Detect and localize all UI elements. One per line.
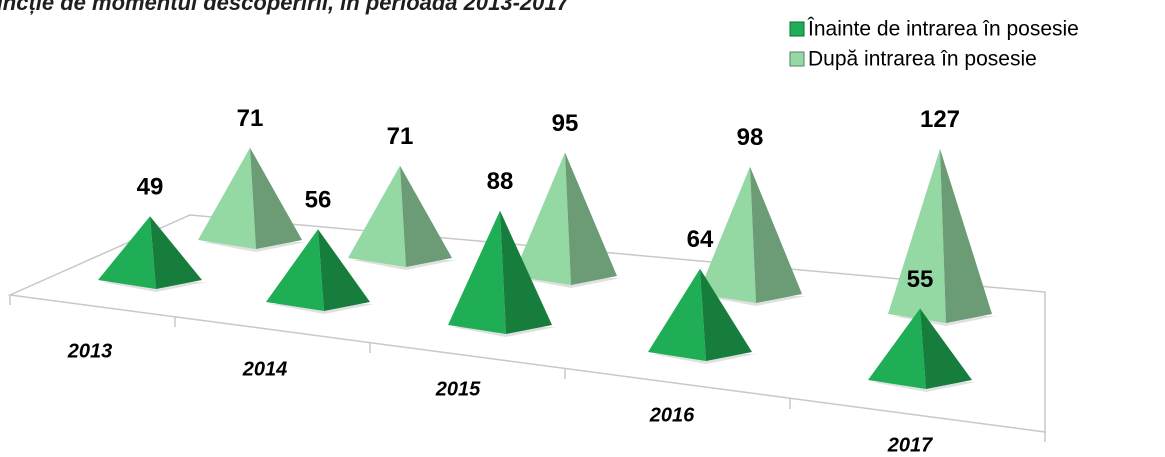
- pyramid-front: [448, 210, 506, 334]
- pyramid-front: [98, 216, 156, 289]
- pyramid: [348, 165, 456, 270]
- x-tick-label: 2017: [887, 434, 933, 456]
- legend-swatch: [789, 21, 805, 37]
- pyramid-front: [648, 268, 706, 361]
- x-tick-label: 2014: [242, 358, 288, 380]
- chart-title: funcție de momentul descoperirii, în per…: [0, 0, 571, 15]
- pyramid-front: [868, 308, 926, 389]
- pyramid: [868, 308, 976, 392]
- pyramid-front: [698, 166, 756, 303]
- value-label: 127: [920, 106, 960, 133]
- value-label: 98: [737, 124, 764, 151]
- pyramid-side: [500, 210, 552, 334]
- pyramid-side: [940, 148, 992, 323]
- pyramid-front: [348, 165, 406, 267]
- value-label: 88: [487, 168, 514, 195]
- value-label: 95: [552, 110, 579, 137]
- pyramid: [648, 268, 756, 364]
- pyramid-side: [700, 268, 752, 361]
- legend-label: După intrarea în posesie: [808, 48, 1037, 71]
- pyramid-side: [750, 166, 802, 303]
- pyramid: [266, 229, 374, 314]
- pyramid-front: [888, 148, 946, 323]
- pyramid: [513, 152, 621, 288]
- pyramid-side: [318, 229, 370, 311]
- pyramid-front: [198, 147, 256, 249]
- x-tick-label: 2016: [649, 404, 695, 426]
- pyramid-side: [150, 216, 202, 289]
- x-tick-label: 2013: [67, 340, 113, 362]
- value-label: 64: [687, 226, 714, 253]
- legend-label: Înainte de intrarea în posesie: [807, 18, 1079, 41]
- value-label: 56: [305, 187, 332, 214]
- pyramid: [198, 147, 306, 252]
- pyramid-side: [400, 165, 452, 267]
- pyramid-front: [513, 152, 571, 285]
- value-label: 71: [237, 105, 264, 132]
- pyramid: [888, 148, 996, 326]
- value-label: 71: [387, 123, 414, 150]
- pyramid-side: [250, 147, 302, 249]
- value-label: 55: [907, 266, 934, 293]
- pyramid-side: [920, 308, 972, 389]
- legend-swatch: [789, 51, 805, 67]
- value-label: 49: [137, 174, 164, 201]
- pyramid: [698, 166, 806, 306]
- pyramid-side: [565, 152, 617, 285]
- pyramid-front: [266, 229, 324, 311]
- pyramid: [448, 210, 556, 337]
- pyramid: [98, 216, 206, 292]
- x-tick-label: 2015: [435, 378, 481, 400]
